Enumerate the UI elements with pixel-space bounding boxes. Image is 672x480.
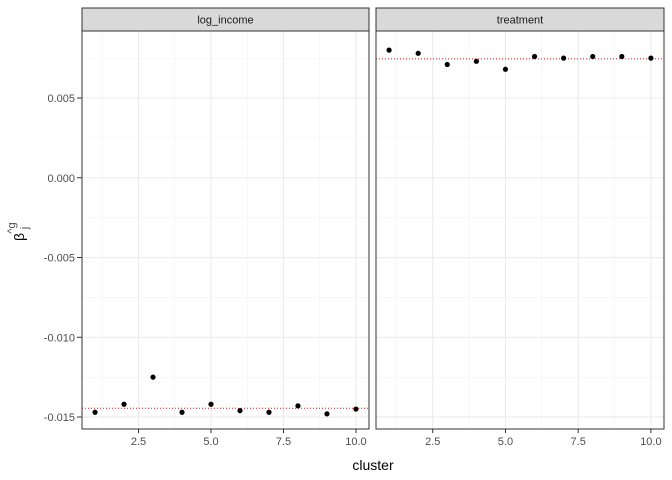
y-axis-title: β^g j (6, 222, 31, 241)
facet-panel-treatment: treatment 2.5 5.0 7.5 10.0 (375, 7, 665, 448)
facet-strip (81, 7, 370, 32)
y-tick-label: -0.015 (44, 412, 75, 424)
panel-background (376, 31, 664, 429)
data-point (266, 409, 272, 415)
data-point (121, 401, 127, 407)
y-axis-title-superscript: ^g (6, 222, 18, 233)
data-point (590, 53, 596, 60)
facet-strip (375, 7, 665, 32)
y-axis-title-subscript: j (19, 227, 31, 230)
data-point (415, 50, 421, 56)
x-tick-label: 7.5 (571, 436, 586, 448)
x-tick-label: 7.5 (276, 436, 291, 448)
x-axis-title: cluster (352, 457, 394, 473)
y-tick-label: -0.005 (44, 253, 75, 265)
data-point (648, 55, 654, 61)
data-point (619, 53, 625, 60)
facet-strip-label: log_income (197, 15, 253, 27)
data-point (295, 403, 301, 409)
facet-panel-log_income: log_income 2.5 5.0 7.5 10.0 (81, 7, 370, 448)
data-point (561, 55, 567, 61)
data-point (208, 401, 214, 407)
x-tick-label: 5.0 (498, 436, 513, 448)
x-tick-label: 10.0 (345, 436, 366, 448)
x-tick-label: 10.0 (640, 436, 661, 448)
y-tick-label: 0.000 (47, 173, 75, 185)
data-point (386, 47, 392, 53)
y-tick-label: 0.005 (47, 93, 75, 105)
x-tick-label: 2.5 (425, 436, 440, 448)
y-tick-label: -0.010 (44, 332, 75, 344)
data-point (531, 53, 538, 60)
data-point (502, 66, 509, 72)
panel-background (82, 31, 369, 429)
data-point (92, 409, 98, 415)
data-point (150, 374, 156, 380)
data-point (353, 406, 359, 412)
data-point (237, 408, 243, 414)
data-point (444, 61, 450, 68)
y-axis-title-symbol: β (11, 233, 27, 241)
data-point (179, 409, 185, 415)
facet-strip-label: treatment (497, 15, 543, 27)
data-point (473, 58, 479, 64)
data-point (324, 411, 330, 417)
x-tick-label: 5.0 (203, 436, 218, 448)
x-tick-label: 2.5 (131, 436, 146, 448)
